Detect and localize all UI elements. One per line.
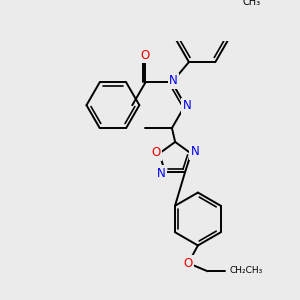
Text: O: O <box>152 146 160 159</box>
Text: CH₂CH₃: CH₂CH₃ <box>229 266 262 275</box>
Text: N: N <box>157 167 166 180</box>
Text: O: O <box>141 49 150 62</box>
Text: N: N <box>169 74 178 87</box>
Text: N: N <box>190 146 199 158</box>
Text: N: N <box>183 99 191 112</box>
Text: O: O <box>183 257 192 270</box>
Text: CH₃: CH₃ <box>242 0 260 8</box>
